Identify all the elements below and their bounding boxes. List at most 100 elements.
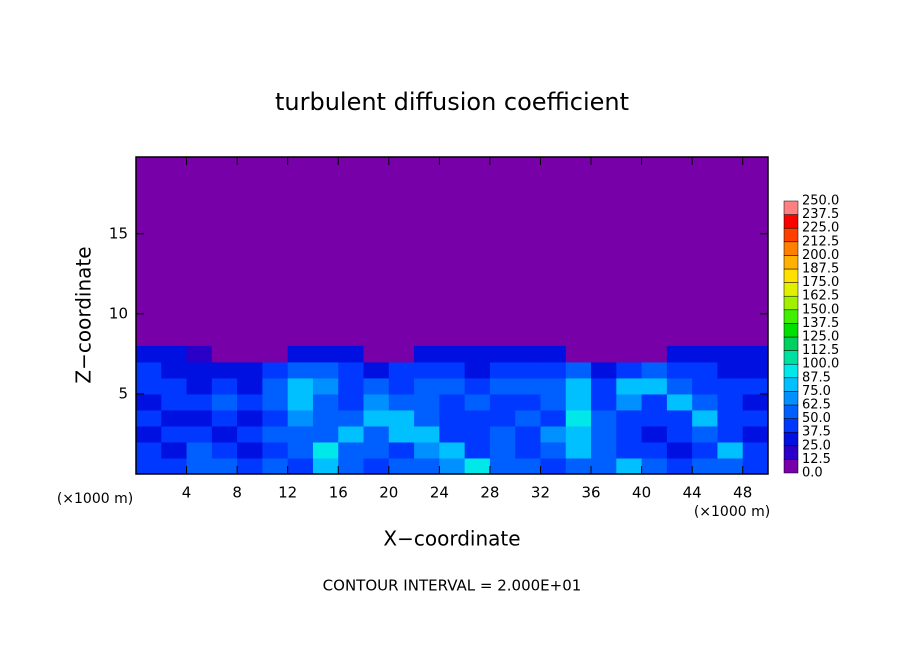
cell bbox=[591, 425, 617, 443]
colorbar-box bbox=[783, 309, 799, 324]
cell bbox=[692, 393, 718, 411]
x-tick-label: 44 bbox=[683, 484, 702, 502]
cell bbox=[262, 457, 289, 475]
cell bbox=[717, 425, 744, 443]
cell bbox=[312, 409, 339, 427]
cell bbox=[186, 377, 213, 395]
y-tick-label: 5 bbox=[118, 384, 128, 402]
colorbar-box bbox=[783, 255, 799, 270]
x-tick-label: 28 bbox=[480, 484, 499, 502]
cell bbox=[439, 345, 466, 363]
cell bbox=[414, 425, 440, 443]
cell bbox=[591, 377, 617, 395]
cell bbox=[439, 425, 466, 443]
cell bbox=[312, 425, 339, 443]
x-tick-label: 48 bbox=[733, 484, 752, 502]
cell bbox=[515, 393, 541, 411]
cell bbox=[565, 393, 592, 411]
cell bbox=[338, 457, 365, 475]
cell bbox=[262, 377, 289, 395]
cell bbox=[363, 457, 390, 475]
cell bbox=[616, 409, 643, 427]
cell bbox=[211, 377, 238, 395]
colorbar-box bbox=[783, 200, 799, 215]
cell bbox=[312, 441, 339, 459]
cell bbox=[136, 345, 162, 363]
cell bbox=[591, 345, 617, 363]
cell bbox=[186, 457, 213, 475]
cell bbox=[591, 457, 617, 475]
cell bbox=[338, 345, 365, 363]
cell bbox=[565, 441, 592, 459]
cell bbox=[161, 393, 188, 411]
cell bbox=[515, 361, 541, 379]
cell bbox=[262, 345, 289, 363]
cell bbox=[186, 409, 213, 427]
colorbar-box bbox=[783, 418, 799, 433]
cell bbox=[338, 377, 365, 395]
colorbar-label: 125.0 bbox=[802, 330, 839, 345]
cell bbox=[414, 441, 440, 459]
cell bbox=[515, 441, 541, 459]
y-axis-label: Z−coordinate bbox=[72, 246, 96, 383]
colorbar-label: 150.0 bbox=[802, 302, 839, 317]
cell bbox=[616, 441, 643, 459]
cell bbox=[439, 361, 466, 379]
colorbar-box bbox=[783, 336, 799, 351]
cell bbox=[414, 377, 440, 395]
cell bbox=[388, 409, 415, 427]
colorbar-label: 75.0 bbox=[802, 384, 831, 399]
cell bbox=[439, 393, 466, 411]
cell bbox=[666, 393, 693, 411]
cell bbox=[641, 393, 668, 411]
cell bbox=[262, 425, 289, 443]
colorbar-label: 37.5 bbox=[802, 425, 831, 440]
colorbar-label: 25.0 bbox=[802, 438, 831, 453]
colorbar-box bbox=[783, 391, 799, 406]
cell bbox=[515, 425, 541, 443]
cell bbox=[287, 441, 314, 459]
cell bbox=[616, 345, 643, 363]
cell bbox=[641, 425, 668, 443]
colorbar-label: 237.5 bbox=[802, 207, 839, 222]
cell bbox=[287, 361, 314, 379]
cell bbox=[211, 457, 238, 475]
cell bbox=[338, 441, 365, 459]
colorbar-label: 187.5 bbox=[802, 262, 839, 277]
cell bbox=[666, 425, 693, 443]
colorbar-label: 162.5 bbox=[802, 289, 839, 304]
cell bbox=[464, 345, 491, 363]
cell bbox=[211, 409, 238, 427]
cell bbox=[161, 409, 188, 427]
cell bbox=[540, 345, 567, 363]
cell bbox=[262, 361, 289, 379]
cell bbox=[666, 441, 693, 459]
cell bbox=[666, 409, 693, 427]
cell bbox=[742, 377, 769, 395]
y-tick-label: 10 bbox=[109, 304, 128, 322]
colorbar-label: 137.5 bbox=[802, 316, 839, 331]
colorbar-box bbox=[783, 295, 799, 311]
colorbar-box bbox=[783, 227, 799, 243]
cell bbox=[717, 441, 744, 459]
cell bbox=[237, 457, 263, 475]
colorbar-box bbox=[783, 404, 799, 419]
cell bbox=[312, 377, 339, 395]
x-unit-label: (×1000 m) bbox=[57, 491, 133, 507]
cell bbox=[136, 361, 162, 379]
cell bbox=[540, 425, 567, 443]
cell bbox=[742, 457, 769, 475]
colorbar-box bbox=[783, 459, 799, 474]
cell bbox=[237, 409, 263, 427]
cell bbox=[616, 457, 643, 475]
cell bbox=[439, 409, 466, 427]
colorbar-label: 0.0 bbox=[802, 466, 823, 481]
cell bbox=[363, 441, 390, 459]
cell bbox=[363, 393, 390, 411]
colorbar-label: 100.0 bbox=[802, 357, 839, 372]
cell bbox=[312, 393, 339, 411]
colorbar-box bbox=[783, 282, 799, 297]
colorbar-label: 175.0 bbox=[802, 275, 839, 290]
cell bbox=[742, 441, 769, 459]
colorbar-box bbox=[783, 214, 799, 229]
